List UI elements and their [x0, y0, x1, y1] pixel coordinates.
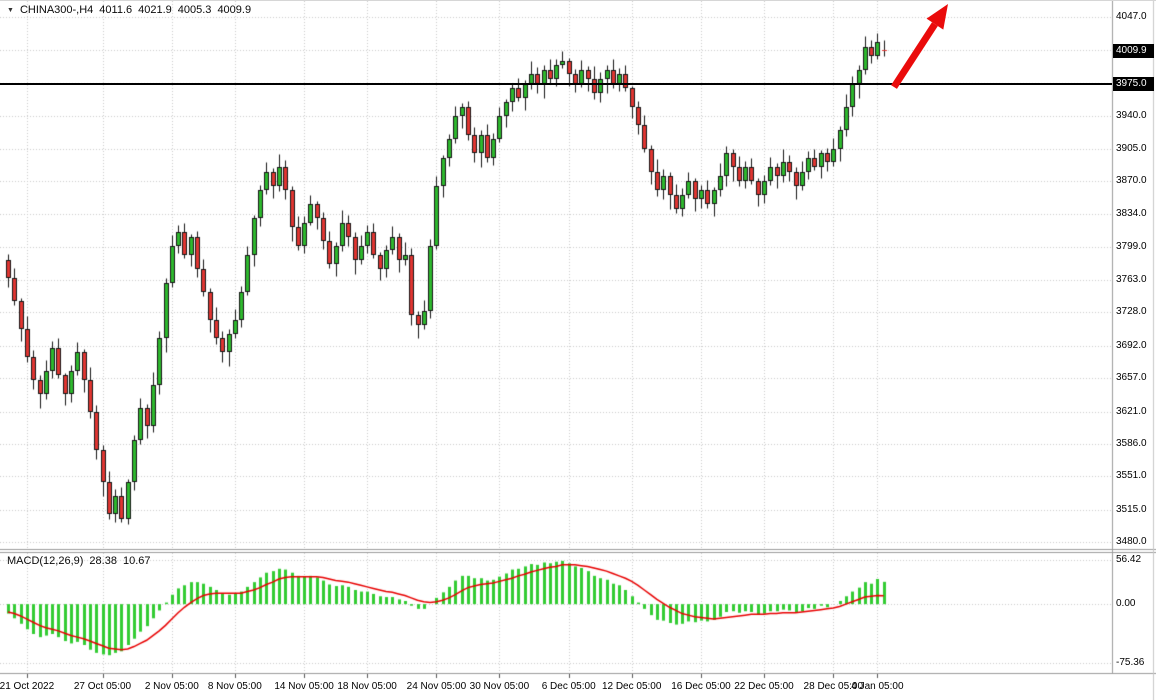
time-axis-label: 24 Nov 05:00 — [406, 681, 467, 692]
symbol-info: ▼ CHINA300-,H4 4011.6 4021.9 4005.3 4009… — [7, 4, 251, 16]
price-axis[interactable]: 4047.0 3940.0 3905.0 3870.0 3834.0 3799.0 3763… — [1113, 1, 1156, 700]
macd-axis-label: -75.36 — [1116, 657, 1145, 669]
symbol-dropdown-icon[interactable]: ▼ — [7, 6, 14, 14]
price-axis-label: 3834.0 — [1116, 208, 1147, 220]
time-axis-label: 12 Dec 05:00 — [601, 681, 662, 692]
price-axis-label: 3763.0 — [1116, 274, 1147, 286]
time-axis-label: 8 Nov 05:00 — [207, 681, 262, 692]
price-axis-label: 3551.0 — [1116, 470, 1147, 482]
hline-price-badge: 3975.0 — [1113, 76, 1154, 91]
ohlc-high: 4021.9 — [138, 4, 172, 16]
horizontal-line-3975[interactable] — [0, 83, 1112, 85]
price-axis-label: 3515.0 — [1116, 503, 1147, 515]
macd-axis-label: 56.42 — [1116, 553, 1142, 565]
ohlc-close: 4009.9 — [217, 4, 252, 16]
current-price-badge: 4009.9 — [1113, 44, 1154, 59]
trend-arrow-annotation[interactable] — [876, 1, 960, 101]
ohlc-open: 4011.6 — [99, 4, 133, 16]
macd-indicator-label: MACD(12,26,9) 28.38 10.67 — [7, 555, 150, 567]
time-axis-label: 6 Dec 05:00 — [541, 681, 596, 692]
price-axis-label: 3692.0 — [1116, 339, 1147, 351]
time-axis-label: 4 Jan 05:00 — [851, 681, 904, 692]
time-axis-label: 14 Nov 05:00 — [274, 681, 334, 692]
indicator-macd-value: 28.38 — [89, 555, 117, 567]
symbol-period: CHINA300-,H4 — [19, 4, 94, 16]
price-axis-label: 3905.0 — [1116, 142, 1147, 154]
price-axis-label: 3586.0 — [1116, 437, 1147, 449]
price-axis-label: 3940.0 — [1116, 110, 1147, 122]
time-axis[interactable]: 21 Oct 2022 27 Oct 05:00 2 Nov 05:00 8 Nov … — [0, 674, 1156, 700]
price-axis-label: 3799.0 — [1116, 240, 1147, 252]
indicator-signal-value: 10.67 — [122, 555, 151, 567]
time-axis-label: 28 Dec 05:00 — [803, 681, 864, 692]
time-axis-label: 18 Nov 05:00 — [337, 681, 397, 692]
ohlc-low: 4005.3 — [177, 4, 212, 16]
arrow-head — [926, 4, 948, 30]
price-axis-label: 3728.0 — [1116, 306, 1147, 318]
price-axis-label: 4047.0 — [1116, 11, 1147, 23]
time-axis-label: 30 Nov 05:00 — [469, 681, 530, 692]
time-axis-label: 16 Dec 05:00 — [671, 681, 731, 692]
time-axis-label: 27 Oct 05:00 — [73, 681, 132, 692]
price-axis-label: 3621.0 — [1116, 405, 1147, 417]
macd-axis-label: 0.00 — [1116, 598, 1136, 610]
time-axis-label: 21 Oct 2022 — [0, 681, 55, 692]
indicator-name: MACD(12,26,9) — [7, 555, 84, 567]
price-axis-label: 3657.0 — [1116, 372, 1147, 384]
time-axis-label: 2 Nov 05:00 — [144, 681, 199, 692]
time-axis-label: 22 Dec 05:00 — [734, 681, 794, 692]
price-axis-label: 3480.0 — [1116, 536, 1147, 548]
arrow-shaft — [891, 22, 938, 89]
price-axis-label: 3870.0 — [1116, 174, 1147, 186]
